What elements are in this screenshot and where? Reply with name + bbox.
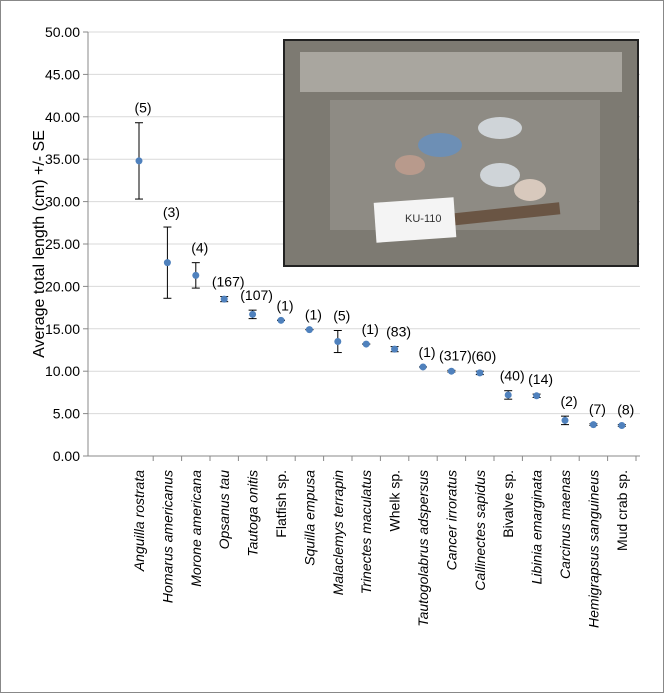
data-point [249,311,256,318]
data-point [391,346,398,353]
x-tick-label: Malaclemys terrapin [330,470,346,595]
y-tick-label: 0.00 [53,448,80,464]
data-label: (14) [528,371,553,387]
data-label: (83) [386,324,411,340]
y-tick-label: 50.00 [45,24,80,40]
x-tick-label: Tautoga onitis [245,470,261,557]
x-tick-label: Libinia emarginata [529,470,545,585]
y-tick-label: 5.00 [53,406,80,422]
x-tick-label: Callinectes sapidus [472,470,488,591]
x-tick-label: Cancer irroratus [443,470,459,570]
x-tick-label: Squilla empusa [301,470,317,566]
chart: Average total length (cm) +/- SE 0.005.0… [0,0,664,693]
data-label: (60) [471,348,496,364]
x-tick-label: Hemigrapsus sanguineus [585,470,601,628]
x-tick-label: Tautogolabrus adspersus [415,470,431,627]
y-tick-label: 25.00 [45,236,80,252]
y-tick-label: 35.00 [45,151,80,167]
y-tick-label: 20.00 [45,278,80,294]
data-label: (317) [439,347,472,363]
data-label: (5) [134,100,151,116]
x-tick-label: Anguilla rostrata [131,470,147,572]
data-label: (5) [333,307,350,323]
data-point [192,272,199,279]
y-tick-label: 30.00 [45,194,80,210]
y-tick-label: 15.00 [45,321,80,337]
data-label: (3) [163,204,180,220]
photo-inset: KU-110 [284,40,638,266]
data-point [590,421,597,428]
x-tick-label: Flatfish sp. [273,470,289,538]
x-tick-label: Whelk sp. [387,470,403,531]
x-tick-label: Morone americana [188,470,204,587]
data-point [618,422,625,429]
photo-crate-rim [300,52,622,92]
y-tick-label: 10.00 [45,363,80,379]
data-point [221,296,228,303]
data-label: (8) [617,402,634,418]
x-tick-label: Carcinus maenas [557,470,573,579]
photo-shell [514,179,546,201]
data-point [363,341,370,348]
data-point [448,368,455,375]
photo-crab [418,133,462,157]
data-point [306,326,313,333]
x-tick-label: Bivalve sp. [500,470,516,538]
photo-crab [480,163,520,187]
data-point [136,157,143,164]
data-label: (2) [560,393,577,409]
photo-crab [478,117,522,139]
photo-shell [395,155,425,175]
data-label: (1) [418,344,435,360]
photo-tag-text: KU-110 [405,213,441,225]
y-tick-label: 40.00 [45,109,80,125]
data-label: (1) [362,321,379,337]
data-point [476,369,483,376]
data-label: (40) [500,368,525,384]
x-tick-label: Opsanus tau [216,470,232,550]
data-label: (7) [589,401,606,417]
data-point [278,317,285,324]
data-point [164,259,171,266]
data-point [533,392,540,399]
data-point [420,363,427,370]
data-label: (107) [240,287,273,303]
data-label: (4) [191,240,208,256]
data-label: (1) [276,297,293,313]
data-point [562,417,569,424]
x-tick-label: Mud crab sp. [614,470,630,551]
y-tick-label: 45.00 [45,66,80,82]
data-point [505,391,512,398]
x-tick-label: Homarus americanus [159,470,175,603]
data-point [334,338,341,345]
data-label: (1) [305,307,322,323]
x-tick-label: Trinectes maculatus [358,470,374,594]
